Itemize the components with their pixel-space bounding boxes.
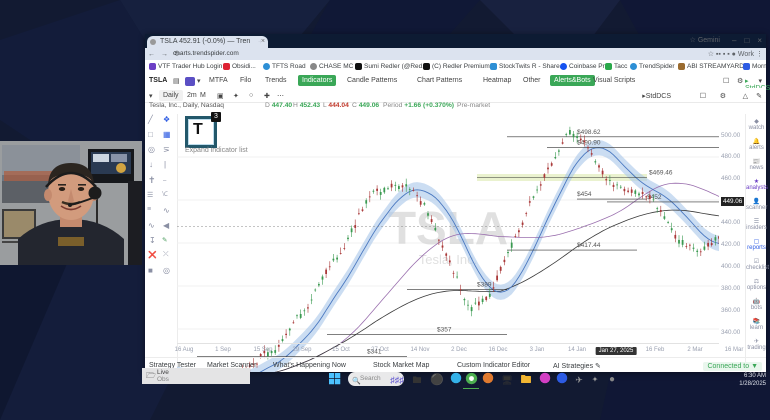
- svg-text:$454: $454: [577, 191, 592, 198]
- svg-text:$469.46: $469.46: [649, 170, 673, 177]
- svg-text:$417.44: $417.44: [577, 242, 601, 249]
- svg-text:$357: $357: [437, 326, 452, 333]
- svg-text:$389: $389: [477, 282, 492, 289]
